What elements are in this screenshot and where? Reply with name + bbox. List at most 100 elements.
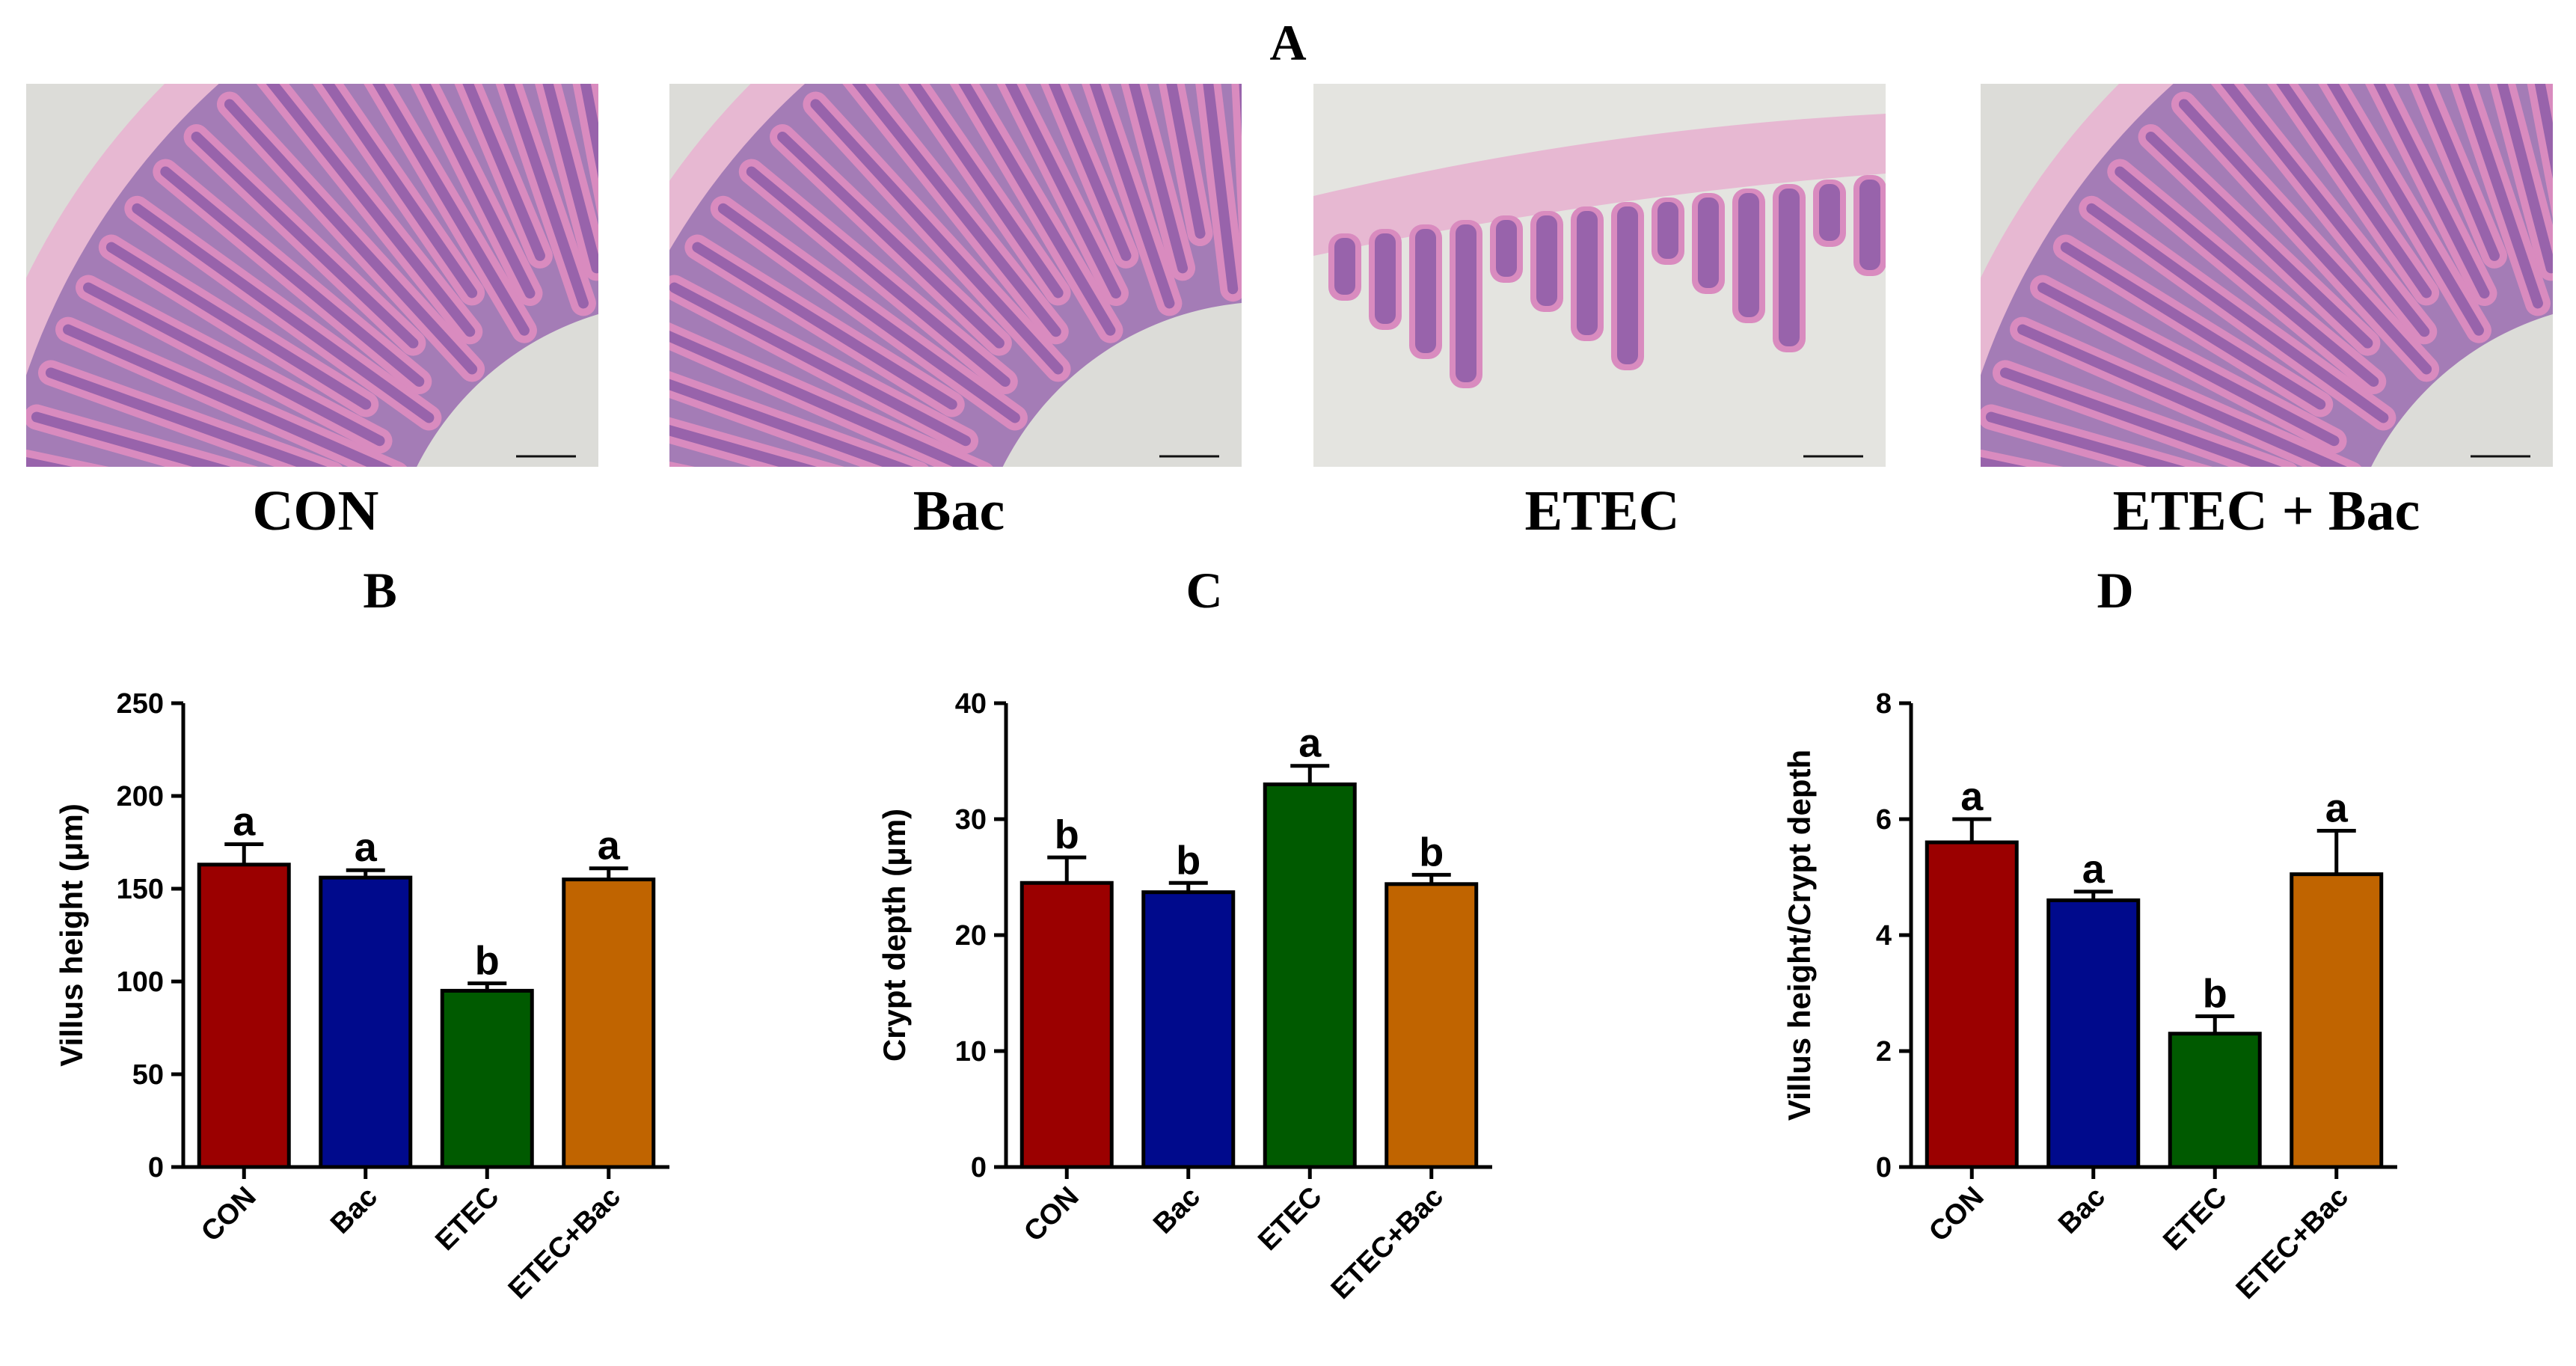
villus-core (2458, 84, 2543, 309)
chart-b: 0 50 100 150 200 250 Villus height (μm) a CON a Ba… (45, 658, 718, 1350)
villus-core (1496, 220, 1517, 277)
villus-core (191, 131, 419, 349)
villus-core (63, 324, 393, 467)
y-tick-label: 50 (132, 1059, 164, 1091)
bar (319, 875, 413, 1169)
villus-core (1203, 84, 1239, 295)
villus-core (1128, 84, 1189, 274)
significance-letter: b (1176, 838, 1200, 883)
x-tick-label: ETEC (429, 1181, 505, 1257)
villus-core (852, 84, 1061, 337)
villus-core (746, 166, 1011, 387)
micrograph-label-etec: ETEC (1524, 480, 1680, 542)
villus-core (2086, 203, 2389, 423)
micrograph-etec-bac (1981, 84, 2553, 467)
villus-core (907, 84, 1064, 298)
y-tick-label: 4 (1876, 920, 1892, 952)
chart-c-svg: 0 10 20 30 40 Crypt depth (μm) b CON b Bac a ETEC b E… (877, 688, 1492, 1305)
micrograph-bac-image (669, 84, 1242, 467)
panel-label-c: C (1186, 562, 1223, 619)
villus-core (2060, 242, 2326, 410)
villus-core (419, 84, 536, 299)
villus-core (2220, 84, 2430, 337)
bar (440, 988, 534, 1169)
villus-core (1698, 197, 1719, 288)
villus-core (2373, 84, 2490, 299)
villus-core (105, 242, 372, 410)
significance-letter: a (355, 825, 378, 870)
significance-letter: a (2082, 847, 2106, 892)
villus-core (372, 84, 530, 336)
y-axis-title: Villus height (μm) (54, 803, 89, 1067)
x-tick-label: Bac (325, 1181, 384, 1240)
villus-core (2017, 324, 2348, 467)
panel-label-a: A (1269, 14, 1307, 71)
villus-core (958, 84, 1116, 336)
significance-letter: b (2203, 972, 2227, 1017)
villus-core (2276, 84, 2432, 298)
x-tick-label: CON (195, 1181, 262, 1248)
y-tick-label: 0 (971, 1152, 987, 1183)
y-tick-label: 6 (1876, 804, 1892, 836)
bar (2168, 1032, 2262, 1169)
x-tick-label: ETEC+Bac (1325, 1181, 1450, 1305)
lumen (2371, 314, 2553, 467)
tissue (26, 84, 598, 467)
bar (1384, 882, 1479, 1169)
lumen (1002, 303, 1242, 467)
bar (562, 878, 656, 1169)
villus-core (717, 203, 1020, 423)
villus-core (1166, 84, 1206, 239)
bar (1263, 782, 1357, 1169)
lumen (417, 314, 598, 467)
chart-d-svg: 0 2 4 6 8 Villus height/Crypt depth a CON a Bac b E… (1782, 688, 2397, 1305)
y-tick-label: 30 (955, 804, 987, 836)
y-tick-label: 0 (148, 1152, 164, 1183)
bar (2290, 872, 2384, 1169)
villus-core (2534, 84, 2553, 180)
villus-core (1375, 233, 1396, 324)
villus-core (1779, 189, 1800, 346)
villus-core (1456, 224, 1476, 382)
villus-core (1577, 211, 1598, 335)
y-tick-label: 40 (955, 688, 987, 720)
y-tick-label: 2 (1876, 1036, 1892, 1068)
villus-core (1657, 202, 1678, 259)
villus-core (322, 84, 478, 298)
villus-core (692, 242, 957, 410)
villus-core (669, 425, 818, 467)
villus-core (1334, 238, 1355, 295)
panel-label-d: D (2097, 562, 2134, 619)
y-axis-title: Villus height/Crypt depth (1782, 750, 1817, 1121)
significance-letter: a (598, 824, 621, 869)
villus-core (580, 84, 598, 180)
tissue (1981, 84, 2553, 467)
villus-core (669, 379, 914, 467)
villus-core (2115, 166, 2379, 387)
villus-core (669, 330, 979, 467)
villus-core (132, 203, 435, 423)
villus-core (1048, 84, 1132, 261)
villus-core (160, 166, 425, 387)
significance-letter: b (475, 938, 500, 983)
villus-core (2497, 84, 2553, 274)
villus-core (266, 84, 476, 337)
chart-c: 0 10 20 30 40 Crypt depth (μm) b CON b Bac a ETEC b E… (868, 658, 1541, 1350)
x-tick-label: ETEC+Bac (2230, 1181, 2355, 1305)
villus-core (1415, 229, 1436, 353)
villus-core (462, 84, 545, 261)
micrograph-etec (1313, 84, 1886, 467)
villus-core (1536, 215, 1557, 306)
bar (1141, 890, 1236, 1169)
bar (2046, 898, 2141, 1169)
villus-core (45, 367, 328, 467)
micrograph-label-etec-bac: ETEC + Bac (2112, 480, 2420, 542)
villus-core (503, 84, 589, 309)
villus-core (1617, 206, 1638, 364)
x-tick-label: ETEC (1252, 1181, 1328, 1257)
chart-d: 0 2 4 6 8 Villus height/Crypt depth a CON a Bac b E… (1773, 658, 2446, 1350)
significance-letter: b (1055, 812, 1079, 857)
villus-core (669, 282, 972, 447)
villus-core (83, 282, 385, 447)
villus-core (1005, 84, 1121, 299)
